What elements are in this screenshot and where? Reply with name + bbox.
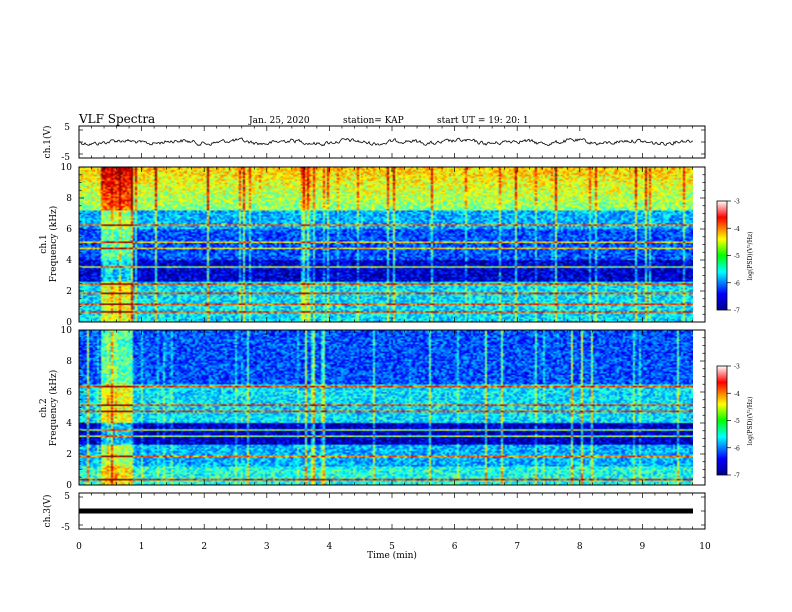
colorbar-ch1-scale xyxy=(716,200,728,311)
colorbar-tick-label: -3 xyxy=(734,364,740,371)
colorbar-ch2-scale xyxy=(716,365,728,476)
x-tick-label: 4 xyxy=(327,542,333,552)
ch2-spectrogram-ylabel: Frequency (kHz) xyxy=(48,370,59,447)
colorbar-ch1-label: log(PSD)(V²/Hz) xyxy=(747,232,754,281)
colorbar-ch2-label: log(PSD)(V²/Hz) xyxy=(747,397,754,446)
ch1-ytick-max: 5 xyxy=(64,123,70,133)
colorbar-tick-label: -5 xyxy=(734,253,740,260)
colorbar-ch1-ticks: -3 -4 -5 -6 -7 xyxy=(727,199,740,315)
x-tick-label: 2 xyxy=(201,542,207,552)
x-tick-label: 3 xyxy=(264,542,270,552)
ch1-waveform-ylabel: ch.1(V) xyxy=(42,126,53,159)
y-tick-label: 0 xyxy=(66,318,72,328)
ch3-waveform-ticks xyxy=(78,493,706,529)
colorbar-tick-label: -5 xyxy=(734,418,740,425)
ch2-spectrogram-panel: 0 2 4 6 8 10 ch.2 Frequency (kHz) xyxy=(39,326,706,491)
y-tick-label: 10 xyxy=(61,163,73,173)
ch2-spectrogram-image xyxy=(79,330,693,485)
x-tick-label: 9 xyxy=(640,542,646,552)
y-tick-label: 10 xyxy=(61,326,73,336)
ch1-ytick-min: -5 xyxy=(61,153,70,163)
colorbar-tick-label: -6 xyxy=(734,445,740,452)
x-axis-label: Time (min) xyxy=(367,550,417,561)
y-tick-label: 4 xyxy=(66,256,72,266)
x-tick-label: 8 xyxy=(577,542,583,552)
x-tick-label: 10 xyxy=(699,542,711,552)
colorbar-tick-label: -4 xyxy=(734,391,740,398)
x-tick-label: 1 xyxy=(139,542,145,552)
colorbar-ch2: -3 -4 -5 -6 -7 log(PSD)(V²/Hz) xyxy=(716,364,754,480)
colorbar-ch1: -3 -4 -5 -6 -7 log(PSD)(V²/Hz) xyxy=(716,199,754,315)
ch3-ytick-min: -5 xyxy=(61,523,70,533)
y-tick-label: 2 xyxy=(66,450,72,460)
ch3-waveform-panel: 5 -5 ch.3(V) 0 1 2 3 4 5 6 7 8 9 10 Time (min) xyxy=(42,492,711,561)
figure-title: VLF Spectra xyxy=(78,112,155,126)
y-tick-label: 6 xyxy=(66,388,72,398)
ch1-spectrogram-ticks xyxy=(78,166,706,323)
y-tick-label: 2 xyxy=(66,287,72,297)
x-tick-label: 7 xyxy=(514,542,520,552)
date-label: Jan. 25, 2020 xyxy=(248,116,310,126)
colorbar-tick-label: -4 xyxy=(734,226,740,233)
x-tick-labels: 0 1 2 3 4 5 6 7 8 9 10 xyxy=(76,542,711,552)
ch1-spectrogram-panel: 0 2 4 6 8 10 ch.1 Frequency (kHz) xyxy=(39,163,706,328)
ch1-spectrogram-image xyxy=(79,167,693,322)
start-time-label: start UT = 19: 20: 1 xyxy=(437,116,529,126)
ch1-waveform-frame xyxy=(78,125,706,159)
ch1-waveform-ticks xyxy=(78,126,706,158)
y-tick-label: 0 xyxy=(66,481,72,491)
ch1-spectrogram-channel-label: ch.1 xyxy=(39,234,49,253)
ch3-waveform-ylabel: ch.3(V) xyxy=(42,495,53,528)
ch1-waveform-line xyxy=(78,137,694,147)
colorbar-tick-label: -3 xyxy=(734,199,740,206)
ch2-spectrogram-channel-label: ch.2 xyxy=(39,398,49,417)
y-tick-label: 6 xyxy=(66,225,72,235)
colorbar-ch2-ticks: -3 -4 -5 -6 -7 xyxy=(727,364,740,480)
ch3-ytick-max: 5 xyxy=(64,492,70,502)
x-tick-label: 6 xyxy=(452,542,458,552)
colorbar-tick-label: -7 xyxy=(734,308,740,315)
ch1-waveform-panel: 5 -5 ch.1(V) xyxy=(42,123,706,163)
ch2-spectrogram-yticklabels: 0 2 4 6 8 10 xyxy=(61,326,73,491)
ch1-spectrogram-yticklabels: 0 2 4 6 8 10 xyxy=(61,163,73,328)
ch1-spectrogram-ylabel: Frequency (kHz) xyxy=(48,206,59,283)
ch2-spectrogram-ticks xyxy=(78,329,706,486)
y-tick-label: 4 xyxy=(66,419,72,429)
y-tick-label: 8 xyxy=(66,194,72,204)
station-label: station= KAP xyxy=(343,116,404,126)
colorbar-tick-label: -6 xyxy=(734,280,740,287)
colorbar-tick-label: -7 xyxy=(734,473,740,480)
y-tick-label: 8 xyxy=(66,357,72,367)
x-tick-label: 0 xyxy=(76,542,82,552)
x-tick-label: 5 xyxy=(389,542,395,552)
